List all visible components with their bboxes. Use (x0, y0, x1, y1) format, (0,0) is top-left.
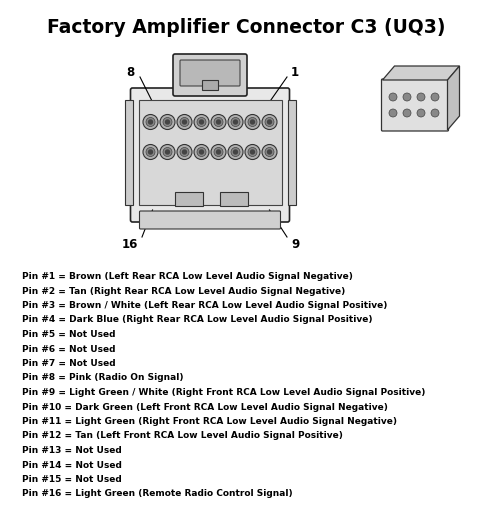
Text: Factory Amplifier Connector C3 (UQ3): Factory Amplifier Connector C3 (UQ3) (47, 18, 445, 37)
Circle shape (177, 115, 192, 129)
Text: Pin #11 = Light Green (Right Front RCA Low Level Audio Signal Negative): Pin #11 = Light Green (Right Front RCA L… (22, 417, 397, 426)
Circle shape (216, 120, 220, 124)
Circle shape (262, 115, 277, 129)
Circle shape (148, 150, 152, 154)
Circle shape (163, 118, 172, 127)
Text: Pin #13 = Not Used: Pin #13 = Not Used (22, 446, 122, 455)
Circle shape (228, 115, 243, 129)
Bar (287, 100, 295, 205)
Polygon shape (383, 66, 459, 80)
Circle shape (431, 109, 439, 117)
Circle shape (180, 118, 189, 127)
Bar (220, 192, 248, 206)
Circle shape (211, 115, 226, 129)
FancyBboxPatch shape (180, 60, 240, 86)
Circle shape (166, 150, 170, 154)
Circle shape (250, 120, 254, 124)
Circle shape (143, 145, 158, 159)
Circle shape (417, 109, 425, 117)
Circle shape (194, 145, 209, 159)
Circle shape (216, 150, 220, 154)
Circle shape (262, 145, 277, 159)
Circle shape (248, 148, 257, 156)
Text: Pin #6 = Not Used: Pin #6 = Not Used (22, 345, 115, 353)
Circle shape (182, 150, 186, 154)
Circle shape (194, 115, 209, 129)
Text: Pin #9 = Light Green / White (Right Front RCA Low Level Audio Signal Positive): Pin #9 = Light Green / White (Right Fron… (22, 388, 425, 397)
Circle shape (265, 118, 274, 127)
Circle shape (146, 148, 155, 156)
Circle shape (389, 93, 397, 101)
Circle shape (148, 120, 152, 124)
FancyBboxPatch shape (382, 79, 449, 131)
Circle shape (214, 118, 223, 127)
Circle shape (143, 115, 158, 129)
Circle shape (245, 115, 260, 129)
Circle shape (231, 148, 240, 156)
FancyBboxPatch shape (173, 54, 247, 96)
Circle shape (146, 118, 155, 127)
Circle shape (160, 145, 175, 159)
FancyBboxPatch shape (131, 88, 289, 222)
Text: Pin #14 = Not Used: Pin #14 = Not Used (22, 461, 122, 469)
Circle shape (231, 118, 240, 127)
Circle shape (234, 120, 238, 124)
Bar (139, 100, 282, 205)
Circle shape (417, 93, 425, 101)
Circle shape (214, 148, 223, 156)
Circle shape (228, 145, 243, 159)
Polygon shape (448, 66, 459, 130)
Text: 8: 8 (126, 66, 134, 78)
Circle shape (265, 148, 274, 156)
Circle shape (197, 118, 206, 127)
Text: 16: 16 (122, 239, 138, 251)
Circle shape (182, 120, 186, 124)
Text: Pin #7 = Not Used: Pin #7 = Not Used (22, 359, 116, 368)
Bar (202, 80, 218, 90)
Circle shape (211, 145, 226, 159)
Circle shape (160, 115, 175, 129)
Circle shape (200, 150, 204, 154)
Circle shape (197, 148, 206, 156)
Circle shape (163, 148, 172, 156)
Bar (175, 192, 203, 206)
Circle shape (431, 93, 439, 101)
Text: 1: 1 (291, 66, 299, 78)
FancyBboxPatch shape (140, 211, 281, 229)
Text: Pin #15 = Not Used: Pin #15 = Not Used (22, 475, 122, 484)
Circle shape (268, 120, 272, 124)
Circle shape (245, 145, 260, 159)
Circle shape (250, 150, 254, 154)
Bar (125, 100, 133, 205)
Circle shape (403, 93, 411, 101)
Circle shape (177, 145, 192, 159)
Text: Pin #1 = Brown (Left Rear RCA Low Level Audio Signal Negative): Pin #1 = Brown (Left Rear RCA Low Level … (22, 272, 353, 281)
Circle shape (268, 150, 272, 154)
Circle shape (180, 148, 189, 156)
Circle shape (248, 118, 257, 127)
Text: 9: 9 (291, 239, 299, 251)
Circle shape (234, 150, 238, 154)
Circle shape (166, 120, 170, 124)
Text: Pin #10 = Dark Green (Left Front RCA Low Level Audio Signal Negative): Pin #10 = Dark Green (Left Front RCA Low… (22, 403, 388, 411)
Text: Pin #16 = Light Green (Remote Radio Control Signal): Pin #16 = Light Green (Remote Radio Cont… (22, 490, 293, 498)
Circle shape (403, 109, 411, 117)
Circle shape (200, 120, 204, 124)
Text: Pin #3 = Brown / White (Left Rear RCA Low Level Audio Signal Positive): Pin #3 = Brown / White (Left Rear RCA Lo… (22, 301, 387, 310)
Text: Pin #8 = Pink (Radio On Signal): Pin #8 = Pink (Radio On Signal) (22, 374, 183, 382)
Text: Pin #4 = Dark Blue (Right Rear RCA Low Level Audio Signal Positive): Pin #4 = Dark Blue (Right Rear RCA Low L… (22, 316, 373, 325)
Text: Pin #5 = Not Used: Pin #5 = Not Used (22, 330, 115, 339)
Circle shape (389, 109, 397, 117)
Text: Pin #12 = Tan (Left Front RCA Low Level Audio Signal Positive): Pin #12 = Tan (Left Front RCA Low Level … (22, 432, 343, 440)
Text: Pin #2 = Tan (Right Rear RCA Low Level Audio Signal Negative): Pin #2 = Tan (Right Rear RCA Low Level A… (22, 287, 345, 296)
